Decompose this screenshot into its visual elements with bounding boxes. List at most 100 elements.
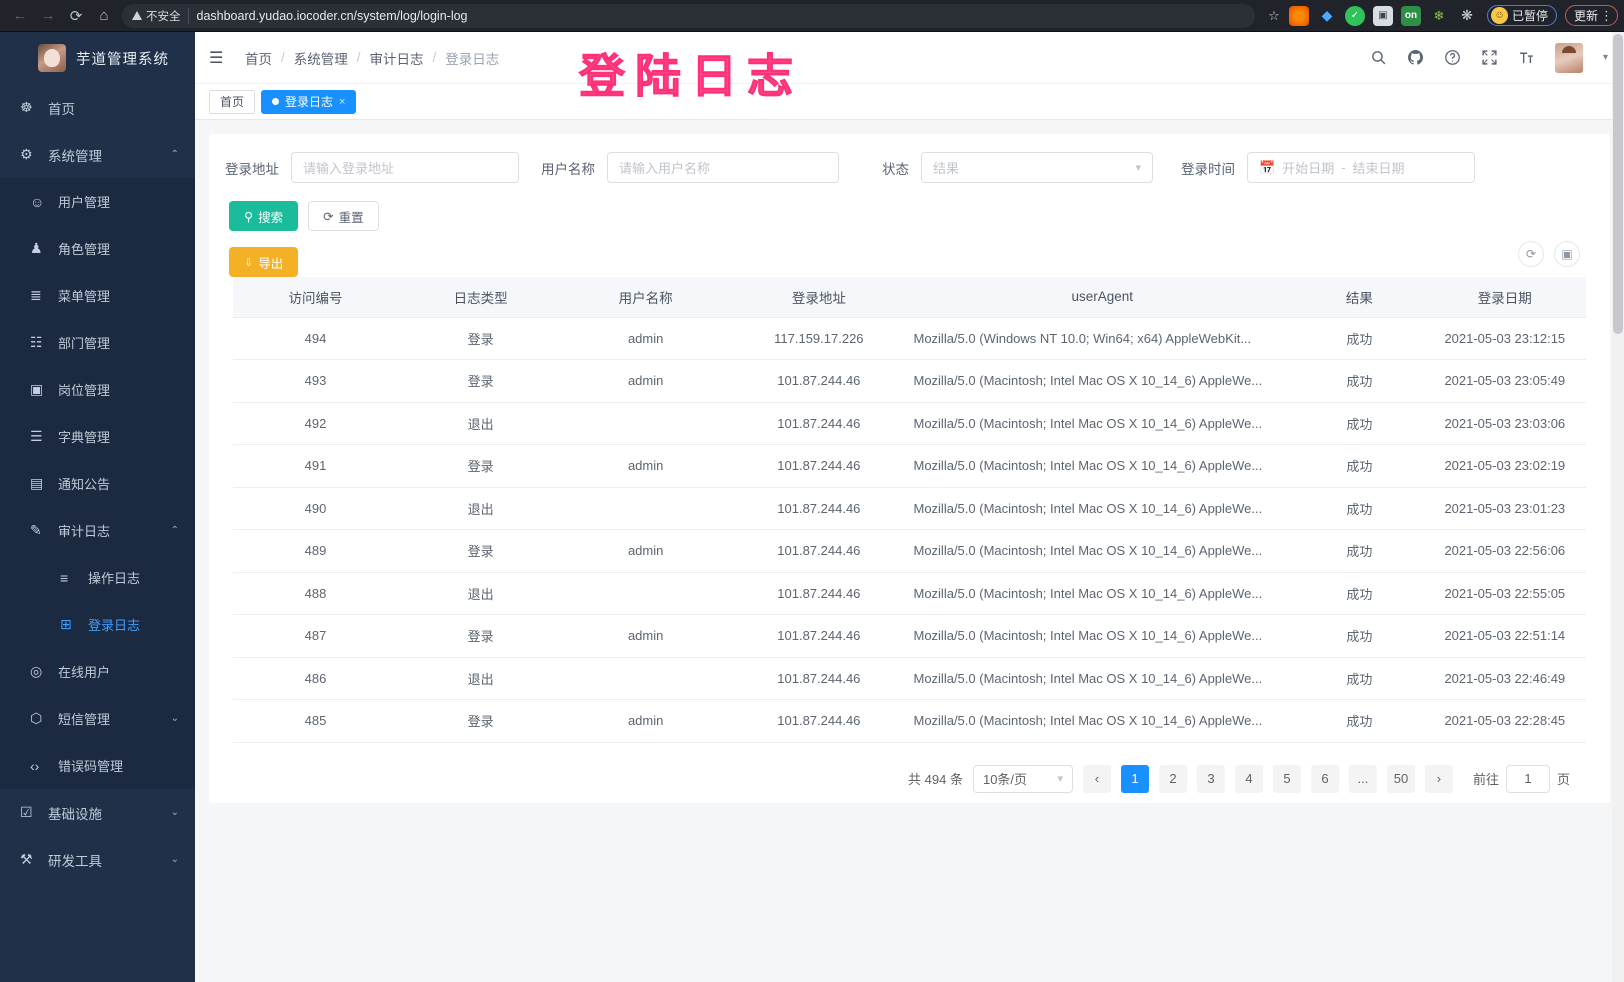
table-row[interactable]: 491 登录 admin 101.87.244.46 Mozilla/5.0 (Maci… — [233, 444, 1586, 488]
sidebar-item-14[interactable]: ‹› 错误码管理 — [0, 742, 195, 789]
chevron-down-icon[interactable]: ▾ — [1602, 52, 1608, 63]
page-size-value: 10条/页 — [982, 772, 1028, 787]
github-icon[interactable] — [1407, 49, 1424, 66]
table-row[interactable]: 493 登录 admin 101.87.244.46 Mozilla/5.0 (Maci… — [233, 359, 1586, 403]
pagination-page-3[interactable]: 3 — [1196, 764, 1225, 793]
pagination-page-2[interactable]: 2 — [1158, 764, 1187, 793]
tab-close-icon[interactable]: × — [339, 95, 346, 108]
sidebar-item-11[interactable]: ⊞ 登录日志 — [0, 601, 195, 648]
sidebar-item-label: 系统管理 — [48, 148, 102, 164]
sidebar-item-10[interactable]: ≡ 操作日志 — [0, 554, 195, 601]
sidebar-item-1[interactable]: ⚙ 系统管理 — [0, 131, 195, 178]
sidebar-item-3[interactable]: ♟ 角色管理 — [0, 225, 195, 272]
help-icon[interactable] — [1444, 49, 1461, 66]
username-input[interactable]: 请输入用户名称 — [607, 152, 839, 183]
sidebar-item-9[interactable]: ✎ 审计日志 — [0, 507, 195, 554]
export-button[interactable]: ⇩ 导出 — [229, 247, 299, 277]
sidebar-item-label: 字典管理 — [58, 430, 111, 445]
table-row[interactable]: 488 退出 101.87.244.46 Mozilla/5.0 (Macintosh… — [233, 572, 1586, 615]
font-size-icon[interactable] — [1518, 49, 1535, 66]
sidebar-item-label: 角色管理 — [58, 242, 111, 257]
tab-0[interactable]: 首页 — [209, 89, 256, 114]
pagination-next-button[interactable]: › — [1424, 764, 1453, 793]
pagination-pages: 1 2 3 4 5 6... 50 — [1120, 764, 1415, 793]
tab-active-dot — [272, 98, 280, 105]
extension-icon-check[interactable]: ✓ — [1344, 5, 1365, 26]
search-icon[interactable] — [1370, 49, 1387, 66]
table-row[interactable]: 485 登录 admin 101.87.244.46 Mozilla/5.0 (Maci… — [233, 699, 1586, 743]
table-row[interactable]: 492 退出 101.87.244.46 Mozilla/5.0 (Macintosh… — [233, 402, 1586, 445]
extension-icon-translate[interactable]: on — [1400, 5, 1421, 26]
tools-icon: ⚒ — [20, 851, 33, 867]
sidebar-item-0[interactable]: ☸ 首页 — [0, 84, 195, 131]
pagination-page-4[interactable]: 4 — [1234, 764, 1263, 793]
hamburger-icon[interactable]: ☰ — [209, 49, 224, 67]
page-size-select[interactable]: 10条/页 ▾ — [972, 764, 1073, 793]
status-select[interactable]: 结果 ▾ — [921, 152, 1153, 183]
bookmark-star-icon[interactable]: ☆ — [1268, 7, 1280, 23]
kebab-menu-icon[interactable]: ⋮ — [1600, 8, 1613, 23]
update-button[interactable]: 更新 ⋮ — [1564, 5, 1618, 26]
reset-button[interactable]: ⟳ 重置 — [308, 201, 379, 231]
jump-page-input[interactable]: 1 — [1505, 764, 1550, 793]
cell-id: 493 — [233, 359, 399, 403]
table-row[interactable]: 489 登录 admin 101.87.244.46 Mozilla/5.0 (Maci… — [233, 529, 1586, 573]
extension-icon-firefox[interactable] — [1288, 5, 1309, 26]
sidebar-item-8[interactable]: ▤ 通知公告 — [0, 460, 195, 507]
sidebar-item-6[interactable]: ▣ 岗位管理 — [0, 366, 195, 413]
chevron-up-icon — [171, 525, 195, 536]
sidebar-item-7[interactable]: ☰ 字典管理 — [0, 413, 195, 460]
fullscreen-icon[interactable] — [1481, 49, 1498, 66]
sidebar-item-16[interactable]: ⚒ 研发工具 — [0, 836, 195, 883]
login-address-placeholder: 请输入登录地址 — [303, 161, 395, 176]
sidebar-logo[interactable]: 芋道管理系统 — [0, 32, 195, 84]
table-column-header-0: 访问编号 — [233, 277, 399, 318]
extension-icon-diamond[interactable]: ◆ — [1321, 7, 1333, 23]
tab-label: 首页 — [220, 95, 245, 109]
field-username: 用户名称 请输入用户名称 — [537, 152, 839, 183]
paused-status-badge[interactable]: ☺ 已暂停 — [1486, 5, 1557, 26]
tab-1[interactable]: 登录日志 × — [261, 89, 357, 114]
pagination-page-...[interactable]: ... — [1348, 764, 1377, 793]
sidebar-item-15[interactable]: ☑ 基础设施 — [0, 789, 195, 836]
breadcrumb-item-1[interactable]: 系统管理 — [293, 51, 348, 67]
login-address-input[interactable]: 请输入登录地址 — [291, 152, 519, 183]
pagination-page-5[interactable]: 5 — [1272, 764, 1301, 793]
avatar[interactable] — [1554, 42, 1583, 73]
extension-icon-leaf[interactable]: ❄ — [1433, 7, 1445, 23]
pagination-page-1[interactable]: 1 — [1120, 764, 1149, 793]
table-body: 494 登录 admin 117.159.17.226 Mozilla/5.0 (Win… — [233, 317, 1586, 743]
pagination-prev-button[interactable]: ‹ — [1082, 764, 1111, 793]
security-warning[interactable]: 不安全 — [132, 7, 189, 24]
columns-settings-icon[interactable]: ▣ — [1554, 241, 1580, 267]
sidebar-item-13[interactable]: ⬡ 短信管理 — [0, 695, 195, 742]
page-scrollbar[interactable] — [1612, 32, 1624, 982]
extension-puzzle-icon[interactable]: ❋ — [1461, 7, 1473, 23]
sidebar-item-4[interactable]: ≣ 菜单管理 — [0, 272, 195, 319]
login-time-range-picker[interactable]: 📅 开始日期 - 结束日期 — [1247, 152, 1475, 183]
refresh-circle-icon[interactable]: ⟳ — [1518, 241, 1544, 267]
pagination-page-6[interactable]: 6 — [1310, 764, 1339, 793]
address-bar[interactable]: 不安全 dashboard.yudao.iocoder.cn/system/lo… — [122, 3, 1255, 28]
table-row[interactable]: 494 登录 admin 117.159.17.226 Mozilla/5.0 (Win… — [233, 317, 1586, 360]
breadcrumb-item-2[interactable]: 审计日志 — [369, 51, 424, 67]
table-row[interactable]: 487 登录 admin 101.87.244.46 Mozilla/5.0 (Maci… — [233, 614, 1586, 658]
sidebar-item-5[interactable]: ☷ 部门管理 — [0, 319, 195, 366]
extension-icon-clipboard[interactable]: ▣ — [1372, 5, 1393, 26]
forward-arrow-icon[interactable]: → — [40, 7, 56, 24]
sidebar-submenu: ☺ 用户管理 ♟ 角色管理 ≣ 菜单管理 ☷ 部门管理 ▣ 岗位管理 ☰ 字典管理 ▤ 通知公告 ✎ 审计日志… — [0, 178, 195, 789]
search-button[interactable]: ⚲ 搜索 — [229, 201, 299, 231]
sidebar-item-12[interactable]: ◎ 在线用户 — [0, 648, 195, 695]
table-row[interactable]: 490 退出 101.87.244.46 Mozilla/5.0 (Macintosh… — [233, 487, 1586, 530]
back-arrow-icon[interactable]: ← — [12, 7, 28, 24]
scrollbar-thumb[interactable] — [1613, 34, 1623, 334]
cell-result: 成功 — [1295, 487, 1424, 530]
breadcrumb-item-0[interactable]: 首页 — [245, 51, 272, 67]
table-row[interactable]: 486 退出 101.87.244.46 Mozilla/5.0 (Macintosh… — [233, 657, 1586, 700]
edit-doc-icon: ✎ — [30, 522, 42, 538]
reload-icon[interactable]: ⟳ — [69, 7, 83, 25]
sidebar-item-2[interactable]: ☺ 用户管理 — [0, 178, 195, 225]
home-icon[interactable]: ⌂ — [99, 7, 109, 24]
cell-id: 494 — [233, 317, 399, 360]
pagination-page-50[interactable]: 50 — [1386, 764, 1415, 793]
